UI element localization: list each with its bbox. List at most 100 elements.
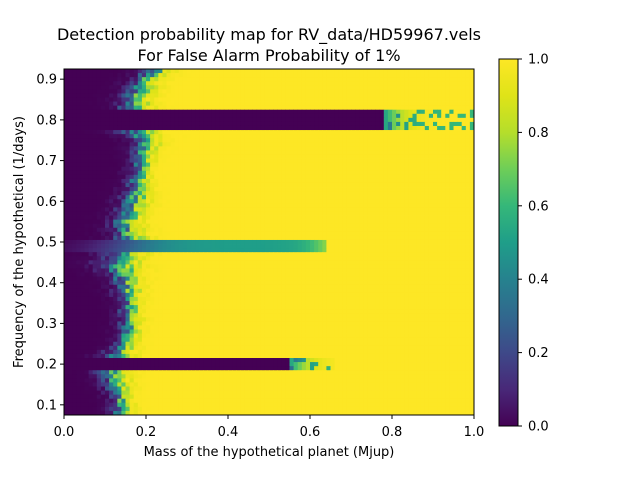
- heatmap-cell: [178, 113, 184, 119]
- heatmap-cell: [400, 215, 405, 221]
- heatmap-cell: [174, 203, 180, 208]
- heatmap-cell: [68, 203, 73, 208]
- heatmap-cell: [100, 174, 106, 180]
- heatmap-cell: [125, 182, 130, 188]
- heatmap-cell: [137, 142, 143, 147]
- heatmap-cell: [396, 219, 401, 225]
- heatmap-cell: [191, 77, 196, 82]
- heatmap-cell: [228, 268, 233, 273]
- heatmap-cell: [322, 166, 327, 172]
- heatmap-cell: [441, 162, 446, 168]
- heatmap-cell: [273, 142, 278, 147]
- heatmap-cell: [121, 191, 126, 196]
- heatmap-cell: [219, 211, 225, 216]
- heatmap-cell: [80, 105, 85, 111]
- heatmap-cell: [174, 121, 180, 127]
- heatmap-cell: [457, 101, 463, 107]
- heatmap-cell: [125, 113, 130, 119]
- heatmap-cell: [244, 130, 249, 135]
- heatmap-cell: [285, 170, 290, 176]
- heatmap-cell: [310, 264, 315, 269]
- heatmap-cell: [92, 97, 98, 102]
- heatmap-cell: [363, 264, 368, 269]
- heatmap-cell: [252, 97, 258, 102]
- heatmap-cell: [346, 199, 352, 204]
- heatmap-cell: [285, 248, 290, 253]
- heatmap-cell: [133, 219, 139, 225]
- heatmap-cell: [412, 117, 417, 123]
- heatmap-cell: [109, 77, 114, 82]
- heatmap-cell: [203, 178, 208, 184]
- heatmap-cell: [187, 252, 192, 257]
- heatmap-cell: [174, 158, 180, 164]
- heatmap-cell: [367, 215, 372, 221]
- heatmap-cell: [428, 73, 434, 78]
- heatmap-cell: [465, 219, 471, 225]
- heatmap-cell: [191, 146, 196, 151]
- heatmap-cell: [187, 162, 192, 168]
- heatmap-cell: [125, 134, 130, 139]
- heatmap-cell: [428, 93, 434, 98]
- heatmap-cell: [469, 248, 475, 253]
- heatmap-cell: [113, 178, 118, 184]
- heatmap-cell: [182, 256, 188, 261]
- heatmap-cell: [269, 268, 274, 273]
- heatmap-cell: [117, 97, 122, 102]
- heatmap-cell: [457, 256, 463, 261]
- heatmap-cell: [133, 125, 139, 131]
- heatmap-cell: [162, 268, 167, 273]
- heatmap-cell: [236, 244, 241, 249]
- heatmap-cell: [248, 138, 253, 143]
- heatmap-cell: [260, 264, 266, 269]
- heatmap-cell: [404, 227, 409, 233]
- heatmap-cell: [392, 73, 397, 78]
- heatmap-cell: [166, 134, 171, 139]
- heatmap-cell: [408, 215, 413, 221]
- heatmap-cell: [363, 81, 368, 86]
- heatmap-cell: [445, 235, 450, 241]
- heatmap-cell: [170, 244, 176, 249]
- heatmap-cell: [219, 146, 225, 151]
- heatmap-cell: [64, 117, 69, 123]
- heatmap-cell: [146, 97, 151, 102]
- heatmap-cell: [367, 239, 372, 245]
- heatmap-cell: [117, 138, 122, 143]
- heatmap-cell: [334, 97, 340, 102]
- heatmap-cell: [76, 268, 81, 273]
- heatmap-cell: [113, 195, 118, 200]
- heatmap-cell: [84, 223, 89, 229]
- heatmap-cell: [449, 117, 454, 123]
- heatmap-cell: [211, 191, 217, 196]
- heatmap-cell: [174, 142, 180, 147]
- heatmap-cell: [424, 219, 430, 225]
- heatmap-cell: [420, 211, 426, 216]
- heatmap-cell: [314, 235, 319, 241]
- heatmap-cell: [113, 231, 118, 237]
- heatmap-cell: [187, 178, 192, 184]
- heatmap-cell: [228, 146, 233, 151]
- heatmap-cell: [162, 121, 167, 127]
- heatmap-cell: [375, 105, 381, 111]
- heatmap-cell: [281, 182, 286, 188]
- heatmap-cell: [293, 73, 299, 78]
- heatmap-cell: [273, 195, 278, 200]
- heatmap-cell: [129, 150, 135, 155]
- heatmap-cell: [428, 134, 434, 139]
- heatmap-cell: [195, 256, 200, 261]
- heatmap-cell: [105, 191, 110, 196]
- heatmap-cell: [236, 248, 241, 253]
- heatmap-cell: [88, 101, 94, 107]
- heatmap-cell: [273, 248, 278, 253]
- heatmap-cell: [375, 85, 381, 90]
- heatmap-cell: [465, 81, 471, 86]
- heatmap-cell: [150, 182, 155, 188]
- heatmap-cell: [174, 178, 180, 184]
- heatmap-cell: [178, 227, 184, 233]
- heatmap-cell: [236, 109, 241, 115]
- heatmap-cell: [453, 121, 458, 127]
- heatmap-cell: [232, 227, 237, 233]
- heatmap-cell: [207, 154, 212, 159]
- heatmap-cell: [396, 178, 401, 184]
- heatmap-cell: [437, 223, 442, 229]
- heatmap-cell: [68, 117, 73, 123]
